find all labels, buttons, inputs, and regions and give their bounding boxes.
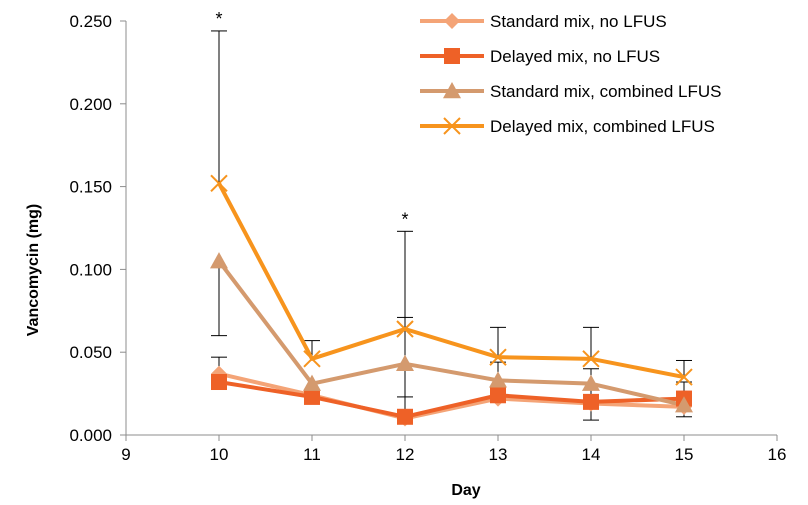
y-tick-label: 0.250: [69, 12, 112, 31]
legend-marker: [443, 82, 461, 99]
legend-marker: [444, 48, 460, 64]
legend-marker: [443, 117, 461, 135]
series-2-point: [304, 388, 320, 405]
series-3-point: [675, 396, 693, 413]
series-line-4: [217, 182, 685, 380]
y-tick-label: 0.200: [69, 95, 112, 114]
series-4-point: [675, 368, 693, 386]
y-tick-label: 0.000: [69, 426, 112, 445]
series-line-2: [218, 380, 685, 419]
x-tick-label: 10: [210, 445, 229, 464]
significance-marker: *: [401, 209, 408, 229]
series-4-point: [396, 320, 414, 338]
x-tick-label: 16: [768, 445, 787, 464]
significance-marker: *: [215, 9, 222, 29]
series-2-point: [490, 387, 506, 404]
x-tick-label: 9: [121, 445, 130, 464]
series-4-point: [489, 348, 507, 366]
series-2-point: [583, 393, 599, 410]
x-tick-label: 15: [675, 445, 694, 464]
legend: Standard mix, no LFUS Delayed mix, no LFU…: [420, 12, 722, 136]
y-tick-label: 0.100: [69, 260, 112, 279]
series-line-1: [218, 371, 685, 421]
series-3-point: [303, 374, 321, 391]
y-axis-title: Vancomycin (mg): [25, 204, 42, 336]
series-2-point: [211, 374, 227, 391]
legend-label: Standard mix, no LFUS: [490, 12, 667, 31]
x-tick-label: 11: [303, 445, 321, 464]
x-axis-title: Day: [451, 482, 480, 499]
series-3-point: [489, 371, 507, 388]
marker-stroke: [675, 368, 693, 386]
marker-stroke: [443, 117, 461, 135]
series-line-3: [217, 259, 685, 408]
series-4-point: [303, 350, 321, 368]
series-3-point: [396, 354, 414, 371]
marker-stroke: [210, 174, 228, 192]
legend-label: Standard mix, combined LFUS: [490, 82, 722, 101]
y-tick-label: 0.050: [69, 343, 112, 362]
x-tick-label: 13: [489, 445, 508, 464]
marker-stroke: [489, 348, 507, 366]
tick-labels: 9 10 11 12 13 14 15 16 0.000 0.050 0.100 0.150 0.200…: [69, 9, 786, 464]
series-4-point: [210, 174, 228, 192]
legend-marker: [444, 13, 460, 29]
legend-label: Delayed mix, no LFUS: [490, 47, 660, 66]
series-markers: [210, 174, 693, 427]
series-3-point: [582, 374, 600, 391]
marker-stroke: [582, 350, 600, 368]
marker-stroke: [303, 350, 321, 368]
series-3-point: [210, 252, 228, 269]
legend-label: Delayed mix, combined LFUS: [490, 117, 715, 136]
y-tick-label: 0.150: [69, 178, 112, 197]
x-tick-label: 12: [396, 445, 415, 464]
axes: [120, 20, 778, 441]
series-lines: [217, 182, 685, 421]
series-4-point: [582, 350, 600, 368]
marker-stroke: [396, 320, 414, 338]
error-bars: [211, 30, 692, 421]
x-tick-label: 14: [582, 445, 601, 464]
series-2-point: [397, 408, 413, 425]
